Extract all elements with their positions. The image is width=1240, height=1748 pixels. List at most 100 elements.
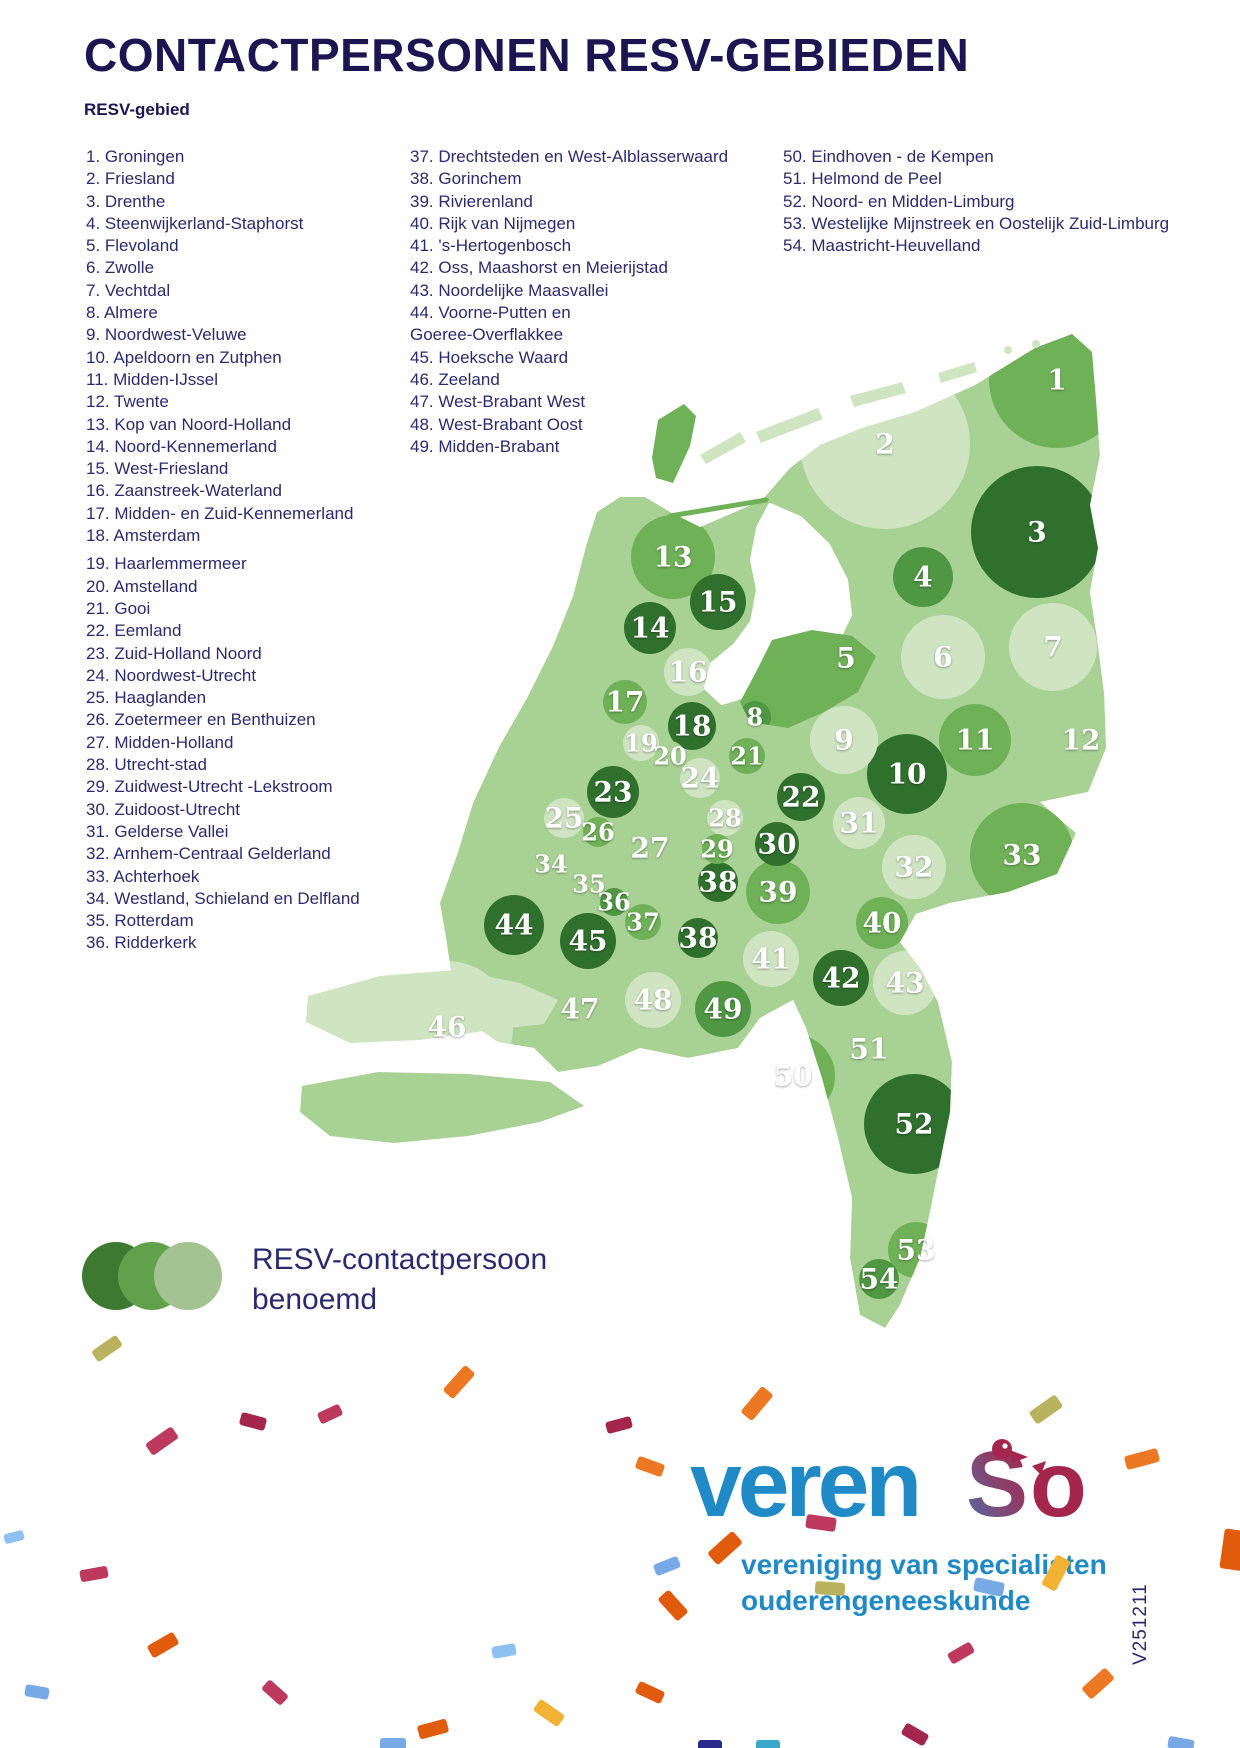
flevoland-polder	[740, 630, 876, 728]
confetti-piece	[3, 1529, 25, 1545]
confetti-piece	[652, 1555, 682, 1577]
confetti-piece	[1123, 1447, 1161, 1471]
region-patch-8	[740, 701, 771, 728]
confetti-piece	[634, 1455, 666, 1478]
list-item: 6. Zwolle	[86, 258, 155, 278]
region-number-label: 49	[704, 993, 743, 1026]
region-number-label: 28	[708, 804, 741, 833]
list-item: 50. Eindhoven - de Kempen	[783, 147, 994, 166]
region-patch-5	[820, 632, 872, 684]
region-number-label: 47	[561, 993, 600, 1026]
list-item: 34. Westland, Schieland en Delfland	[86, 888, 360, 908]
islet	[1032, 340, 1040, 348]
region-number-label: 1	[1047, 364, 1066, 397]
legend-label: RESV-contactpersoon benoemd	[252, 1240, 547, 1320]
region-patch-9	[810, 706, 878, 774]
list-item: 37. Drechtsteden en West-Alblasserwaard	[410, 147, 729, 166]
list-item: 26. Zoetermeer en Benthuizen	[86, 710, 316, 730]
region-patch-14	[624, 602, 676, 654]
zeeland-islands-strip	[306, 970, 558, 1043]
confetti-piece	[698, 1740, 722, 1748]
region-patch-31	[833, 797, 885, 849]
region-number-label: 25	[545, 802, 584, 835]
region-number-label: 38	[679, 922, 718, 955]
confetti-piece	[416, 1718, 450, 1740]
list-item: 5. Flevoland	[86, 236, 179, 256]
region-number-label: 8	[747, 703, 764, 732]
list-item: 51. Helmond de Peel	[783, 169, 942, 189]
confetti-piece	[24, 1684, 50, 1700]
region-patch-51	[841, 1021, 897, 1077]
confetti-piece	[442, 1364, 476, 1400]
region-number-label: 21	[730, 742, 763, 771]
list-item: 25. Haaglanden	[86, 688, 207, 708]
zeeuws-vlaanderen-strip	[300, 1072, 584, 1143]
region-patch-34	[535, 848, 567, 880]
flevoland-color-patches	[740, 632, 872, 728]
confetti-piece	[146, 1631, 180, 1659]
region-number-label: 18	[673, 710, 712, 743]
verenso-logo: veren S o vereniging van specialisten ou…	[690, 1432, 1107, 1616]
list-item: 49. Midden-Brabant	[410, 436, 560, 456]
confetti-piece	[316, 1403, 344, 1425]
region-patch-10	[867, 734, 947, 814]
region-number-label: 52	[895, 1108, 934, 1141]
region-patch-37	[625, 904, 661, 940]
region-list-column-3: 50. Eindhoven - de Kempen 51. Helmond de …	[783, 146, 1233, 257]
region-number-label: 41	[752, 943, 791, 976]
list-item: 39. Rivierenland	[410, 191, 533, 211]
confetti-piece	[740, 1385, 774, 1422]
region-patch-35	[573, 868, 605, 900]
region-number-label: 22	[782, 781, 821, 814]
region-number-label: 19	[624, 729, 657, 758]
region-number-label: 46	[428, 1011, 467, 1044]
region-number-label: 12	[1062, 724, 1101, 757]
region-patch-39	[746, 860, 810, 924]
list-item: 31. Gelderse Vallei	[86, 821, 229, 841]
region-patch-26	[583, 817, 613, 847]
list-item: 32. Arnhem-Centraal Gelderland	[86, 844, 331, 864]
list-item: 14. Noord-Kennemerland	[86, 436, 277, 456]
region-patch-41	[743, 931, 799, 987]
region-patch-28	[707, 800, 743, 836]
list-item: 21. Gooi	[86, 598, 151, 618]
list-item: 23. Zuid-Holland Noord	[86, 643, 262, 663]
list-item: 12. Twente	[86, 392, 169, 412]
list-item: 38. Gorinchem	[410, 169, 522, 189]
region-number-label: 11	[956, 724, 995, 757]
list-item: 2. Friesland	[86, 169, 175, 189]
region-number-label: 35	[572, 870, 605, 899]
list-item: 13. Kop van Noord-Holland	[86, 414, 292, 434]
snake-head-icon	[992, 1439, 1046, 1475]
region-patch-19	[623, 725, 659, 761]
confetti-piece	[1167, 1735, 1195, 1748]
region-number-label: 50	[774, 1060, 813, 1093]
region-number-label: 43	[886, 967, 925, 1000]
schiermonnikoog-island	[938, 362, 977, 383]
region-patch-29	[702, 834, 732, 864]
region-list-column-2: 37. Drechtsteden en West-Alblasserwaard 3…	[410, 146, 790, 458]
confetti-piece	[604, 1415, 634, 1435]
list-item: 36. Ridderkerk	[86, 933, 197, 953]
region-patch-50	[751, 1034, 835, 1118]
region-patch-43	[873, 951, 937, 1015]
list-item: 45. Hoeksche Waard	[410, 347, 569, 367]
ameland-island	[850, 382, 906, 407]
region-patch-3	[971, 466, 1103, 598]
region-patch-2	[800, 359, 970, 529]
region-patch-21	[729, 738, 765, 774]
region-number-label: 13	[654, 541, 693, 574]
region-number-label: 38	[699, 866, 738, 899]
region-number-label: 31	[840, 807, 879, 840]
confetti-piece	[707, 1530, 743, 1566]
confetti-piece	[946, 1641, 976, 1665]
confetti-piece	[1040, 1554, 1072, 1592]
region-patch-13	[631, 515, 715, 599]
region-number-label: 20	[653, 742, 686, 771]
confetti-piece	[144, 1426, 180, 1456]
list-item: 29. Zuidwest-Utrecht -Lekstroom	[86, 777, 333, 797]
list-item: 42. Oss, Maashorst en Meierijstad	[410, 258, 668, 278]
confetti-piece	[634, 1680, 666, 1705]
